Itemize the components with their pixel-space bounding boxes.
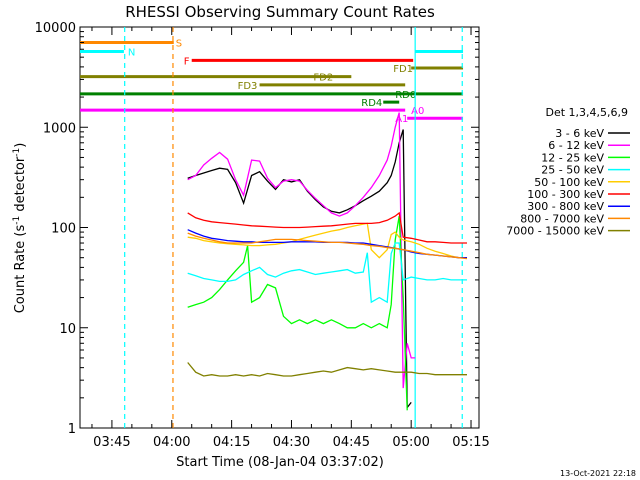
series-line bbox=[187, 129, 412, 410]
x-tick-label: 04:45 bbox=[333, 435, 370, 450]
x-axis-label: Start Time (08-Jan-04 03:37:02) bbox=[176, 455, 384, 470]
x-tick-label: 05:00 bbox=[392, 435, 429, 450]
y-tick-label: 100 bbox=[51, 222, 76, 237]
flag-label-s: S bbox=[176, 39, 182, 50]
x-axis-ticks: 03:45 04:00 04:15 04:30 04:45 05:00 05:15 bbox=[91, 27, 490, 450]
legend-label: 6 - 12 keV bbox=[548, 139, 604, 152]
legend-label: 300 - 800 keV bbox=[527, 200, 604, 213]
flag-label-f: F bbox=[184, 56, 190, 67]
flag-label-rd4: RD4 bbox=[361, 98, 382, 109]
y-tick-label: 10 bbox=[59, 322, 76, 337]
series-line bbox=[187, 112, 416, 389]
flag-label-fd1: FD1 bbox=[393, 64, 413, 75]
flag-label-fd3: FD3 bbox=[238, 81, 258, 92]
y-tick-label: 10000 bbox=[35, 21, 76, 36]
series-line bbox=[187, 232, 468, 260]
x-tick-label: 05:15 bbox=[452, 435, 489, 450]
flag-label-a0: A0 bbox=[411, 106, 424, 117]
legend-title: Det 1,3,4,5,6,9 bbox=[545, 106, 628, 119]
legend-label: 800 - 7000 keV bbox=[520, 212, 604, 225]
x-tick-label: 04:00 bbox=[153, 435, 190, 450]
series-lines bbox=[187, 112, 468, 411]
y-axis-ticks: 1 10 100 1000 10000 bbox=[35, 21, 479, 437]
chart-title: RHESSI Observing Summary Count Rates bbox=[125, 3, 435, 21]
series-line bbox=[187, 215, 408, 411]
x-tick-label: 03:45 bbox=[93, 435, 130, 450]
x-tick-label: 04:15 bbox=[213, 435, 250, 450]
vertical-markers bbox=[124, 27, 463, 428]
legend-label: 25 - 50 keV bbox=[541, 164, 604, 177]
flag-label-n: N bbox=[128, 47, 135, 58]
legend-label: 3 - 6 keV bbox=[555, 127, 604, 140]
y-tick-label: 1 bbox=[68, 422, 76, 437]
flag-label-fd2: FD2 bbox=[313, 73, 333, 84]
legend-label: 7000 - 15000 keV bbox=[506, 225, 604, 238]
flag-label-rd0: RD0 bbox=[395, 90, 416, 101]
series-line bbox=[187, 211, 467, 244]
x-tick-label: 04:30 bbox=[273, 435, 310, 450]
legend-label: 12 - 25 keV bbox=[541, 151, 604, 164]
y-tick-label: 1000 bbox=[43, 121, 76, 136]
legend-label: 100 - 300 keV bbox=[527, 188, 604, 201]
flag-label-a1: A1 bbox=[395, 114, 408, 125]
legend-label: 50 - 100 keV bbox=[534, 176, 604, 189]
series-line bbox=[187, 242, 467, 304]
footer-date: 13-Oct-2021 22:18 bbox=[560, 469, 636, 478]
series-line bbox=[187, 222, 467, 259]
series-line bbox=[187, 362, 467, 377]
y-axis-label: Count Rate (s-1 detector-1) bbox=[12, 143, 28, 314]
